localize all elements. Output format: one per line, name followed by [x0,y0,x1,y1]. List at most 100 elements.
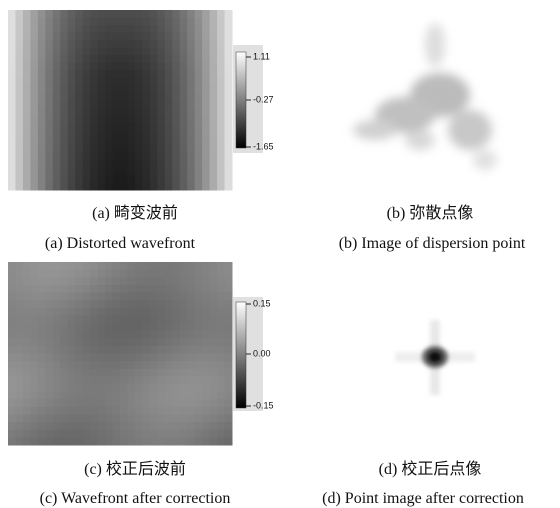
pixel [217,93,225,101]
pixel [157,308,165,316]
pixel [113,70,121,78]
pixel [187,315,195,323]
pixel [202,300,210,308]
pixel [68,145,76,153]
pixel [98,323,106,331]
pixel [172,430,180,438]
pixel [68,55,76,63]
pixel [187,183,195,191]
pixel [217,183,225,191]
pixel [210,315,218,323]
pixel [202,399,210,407]
pixel [98,422,106,430]
pixel [217,323,225,331]
pixel [98,33,106,41]
pixel [53,361,61,369]
pixel [60,354,68,362]
pixel [8,285,16,293]
pixel [113,160,121,168]
pixel [187,10,195,18]
pixel [83,392,91,400]
pixel [45,70,53,78]
pixel [195,100,203,108]
pixel [180,175,188,183]
pixel [165,323,173,331]
pixel [187,153,195,161]
pixel [172,262,180,270]
pixel [135,175,143,183]
pixel [15,392,23,400]
pixel [187,399,195,407]
pixel [8,130,16,138]
pixel [120,338,128,346]
pixel [127,323,135,331]
pixel [53,277,61,285]
pixel [217,415,225,423]
pixel [172,437,180,445]
pixel [15,100,23,108]
pixel [135,25,143,33]
pixel [90,55,98,63]
pixel [225,384,233,392]
pixel [75,430,83,438]
pixel [83,437,91,445]
pixel [180,392,188,400]
colorbar-tick: 0.00 [253,348,271,358]
pixel [202,293,210,301]
pixel [127,115,135,123]
pixel [113,315,121,323]
pixel [105,40,113,48]
pixel [60,369,68,377]
pixel [142,407,150,415]
pixel [75,145,83,153]
pixel [150,308,158,316]
pixel [105,437,113,445]
pixel [60,331,68,339]
pixel [202,168,210,176]
pixel [98,153,106,161]
pixel [83,376,91,384]
pixel [38,369,46,377]
pixel [53,40,61,48]
pixel [53,25,61,33]
pixel [195,115,203,123]
pixel [15,270,23,278]
pixel [135,78,143,86]
pixel [135,437,143,445]
pixel [45,346,53,354]
pixel [45,308,53,316]
pixel [105,376,113,384]
pixel [165,422,173,430]
caption-zh: (a) 畸变波前 [92,204,178,222]
pixel [38,123,46,131]
pixel [83,407,91,415]
pixel [195,25,203,33]
pixel [45,93,53,101]
pixel [120,100,128,108]
pixel [180,422,188,430]
pixel [210,183,218,191]
pixel [75,361,83,369]
pixel [90,277,98,285]
pixel [210,415,218,423]
pixel [225,70,233,78]
pixel [127,138,135,146]
pixel [217,331,225,339]
pixel [68,338,76,346]
pixel [98,399,106,407]
pixel [225,430,233,438]
pixel [15,407,23,415]
pixel [113,437,121,445]
pixel [172,123,180,131]
pixel [45,25,53,33]
pixel [98,93,106,101]
pixel [210,160,218,168]
pixel [15,262,23,270]
pixel [165,308,173,316]
pixel [165,100,173,108]
pixel [75,346,83,354]
pixel [98,315,106,323]
pixel [217,48,225,56]
pixel [135,293,143,301]
pixel [172,130,180,138]
